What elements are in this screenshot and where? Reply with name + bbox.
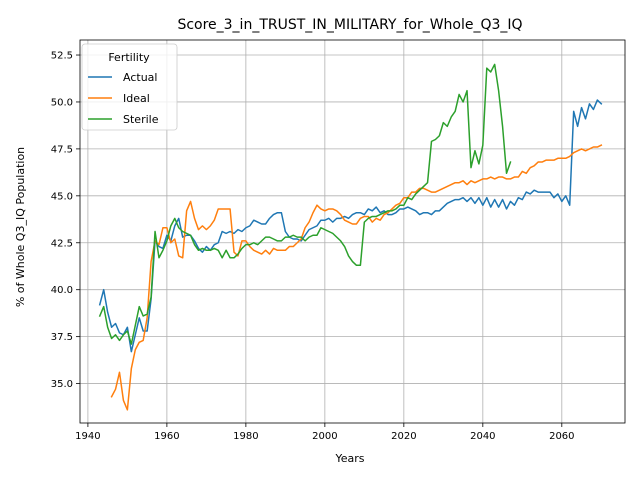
x-tick-label: 1960 [154, 431, 179, 442]
y-tick-label: 47.5 [51, 144, 73, 155]
y-tick-label: 45.0 [51, 191, 73, 202]
x-tick-label: 2040 [470, 431, 495, 442]
legend-label-ideal: Ideal [123, 92, 150, 105]
y-tick-label: 42.5 [51, 238, 73, 249]
axis-ticks: 1940 1960 1980 2000 2020 2040 2060 35.0 37.5 40.0… [51, 51, 575, 442]
y-tick-label: 52.5 [51, 51, 73, 62]
x-tick-label: 1980 [233, 431, 258, 442]
series-line-ideal [110, 144, 603, 411]
legend-items: Actual Ideal Sterile [88, 71, 159, 126]
grid [80, 40, 625, 423]
y-axis-label: % of Whole Q3_IQ Population [14, 147, 27, 307]
y-tick-label: 35.0 [51, 379, 73, 390]
y-tick-label: 37.5 [51, 332, 73, 343]
x-axis-label: Years [334, 452, 364, 465]
legend: Fertility Actual Ideal Sterile [81, 43, 178, 131]
series-line-sterile [98, 63, 512, 345]
y-tick-label: 50.0 [51, 97, 73, 108]
series-line-actual [98, 99, 603, 353]
series-layer [98, 63, 603, 411]
plot-frame [79, 39, 626, 424]
x-tick-label: 2020 [391, 431, 416, 442]
legend-title: Fertility [108, 51, 150, 64]
legend-label-actual: Actual [123, 71, 157, 84]
legend-box [81, 43, 178, 131]
legend-label-sterile: Sterile [123, 113, 159, 126]
chart-title: Score_3_in_TRUST_IN_MILITARY_for_Whole_Q… [177, 17, 522, 33]
x-tick-label: 1940 [75, 431, 100, 442]
x-tick-label: 2060 [549, 431, 574, 442]
x-tick-label: 2000 [312, 431, 337, 442]
y-tick-label: 40.0 [51, 285, 73, 296]
